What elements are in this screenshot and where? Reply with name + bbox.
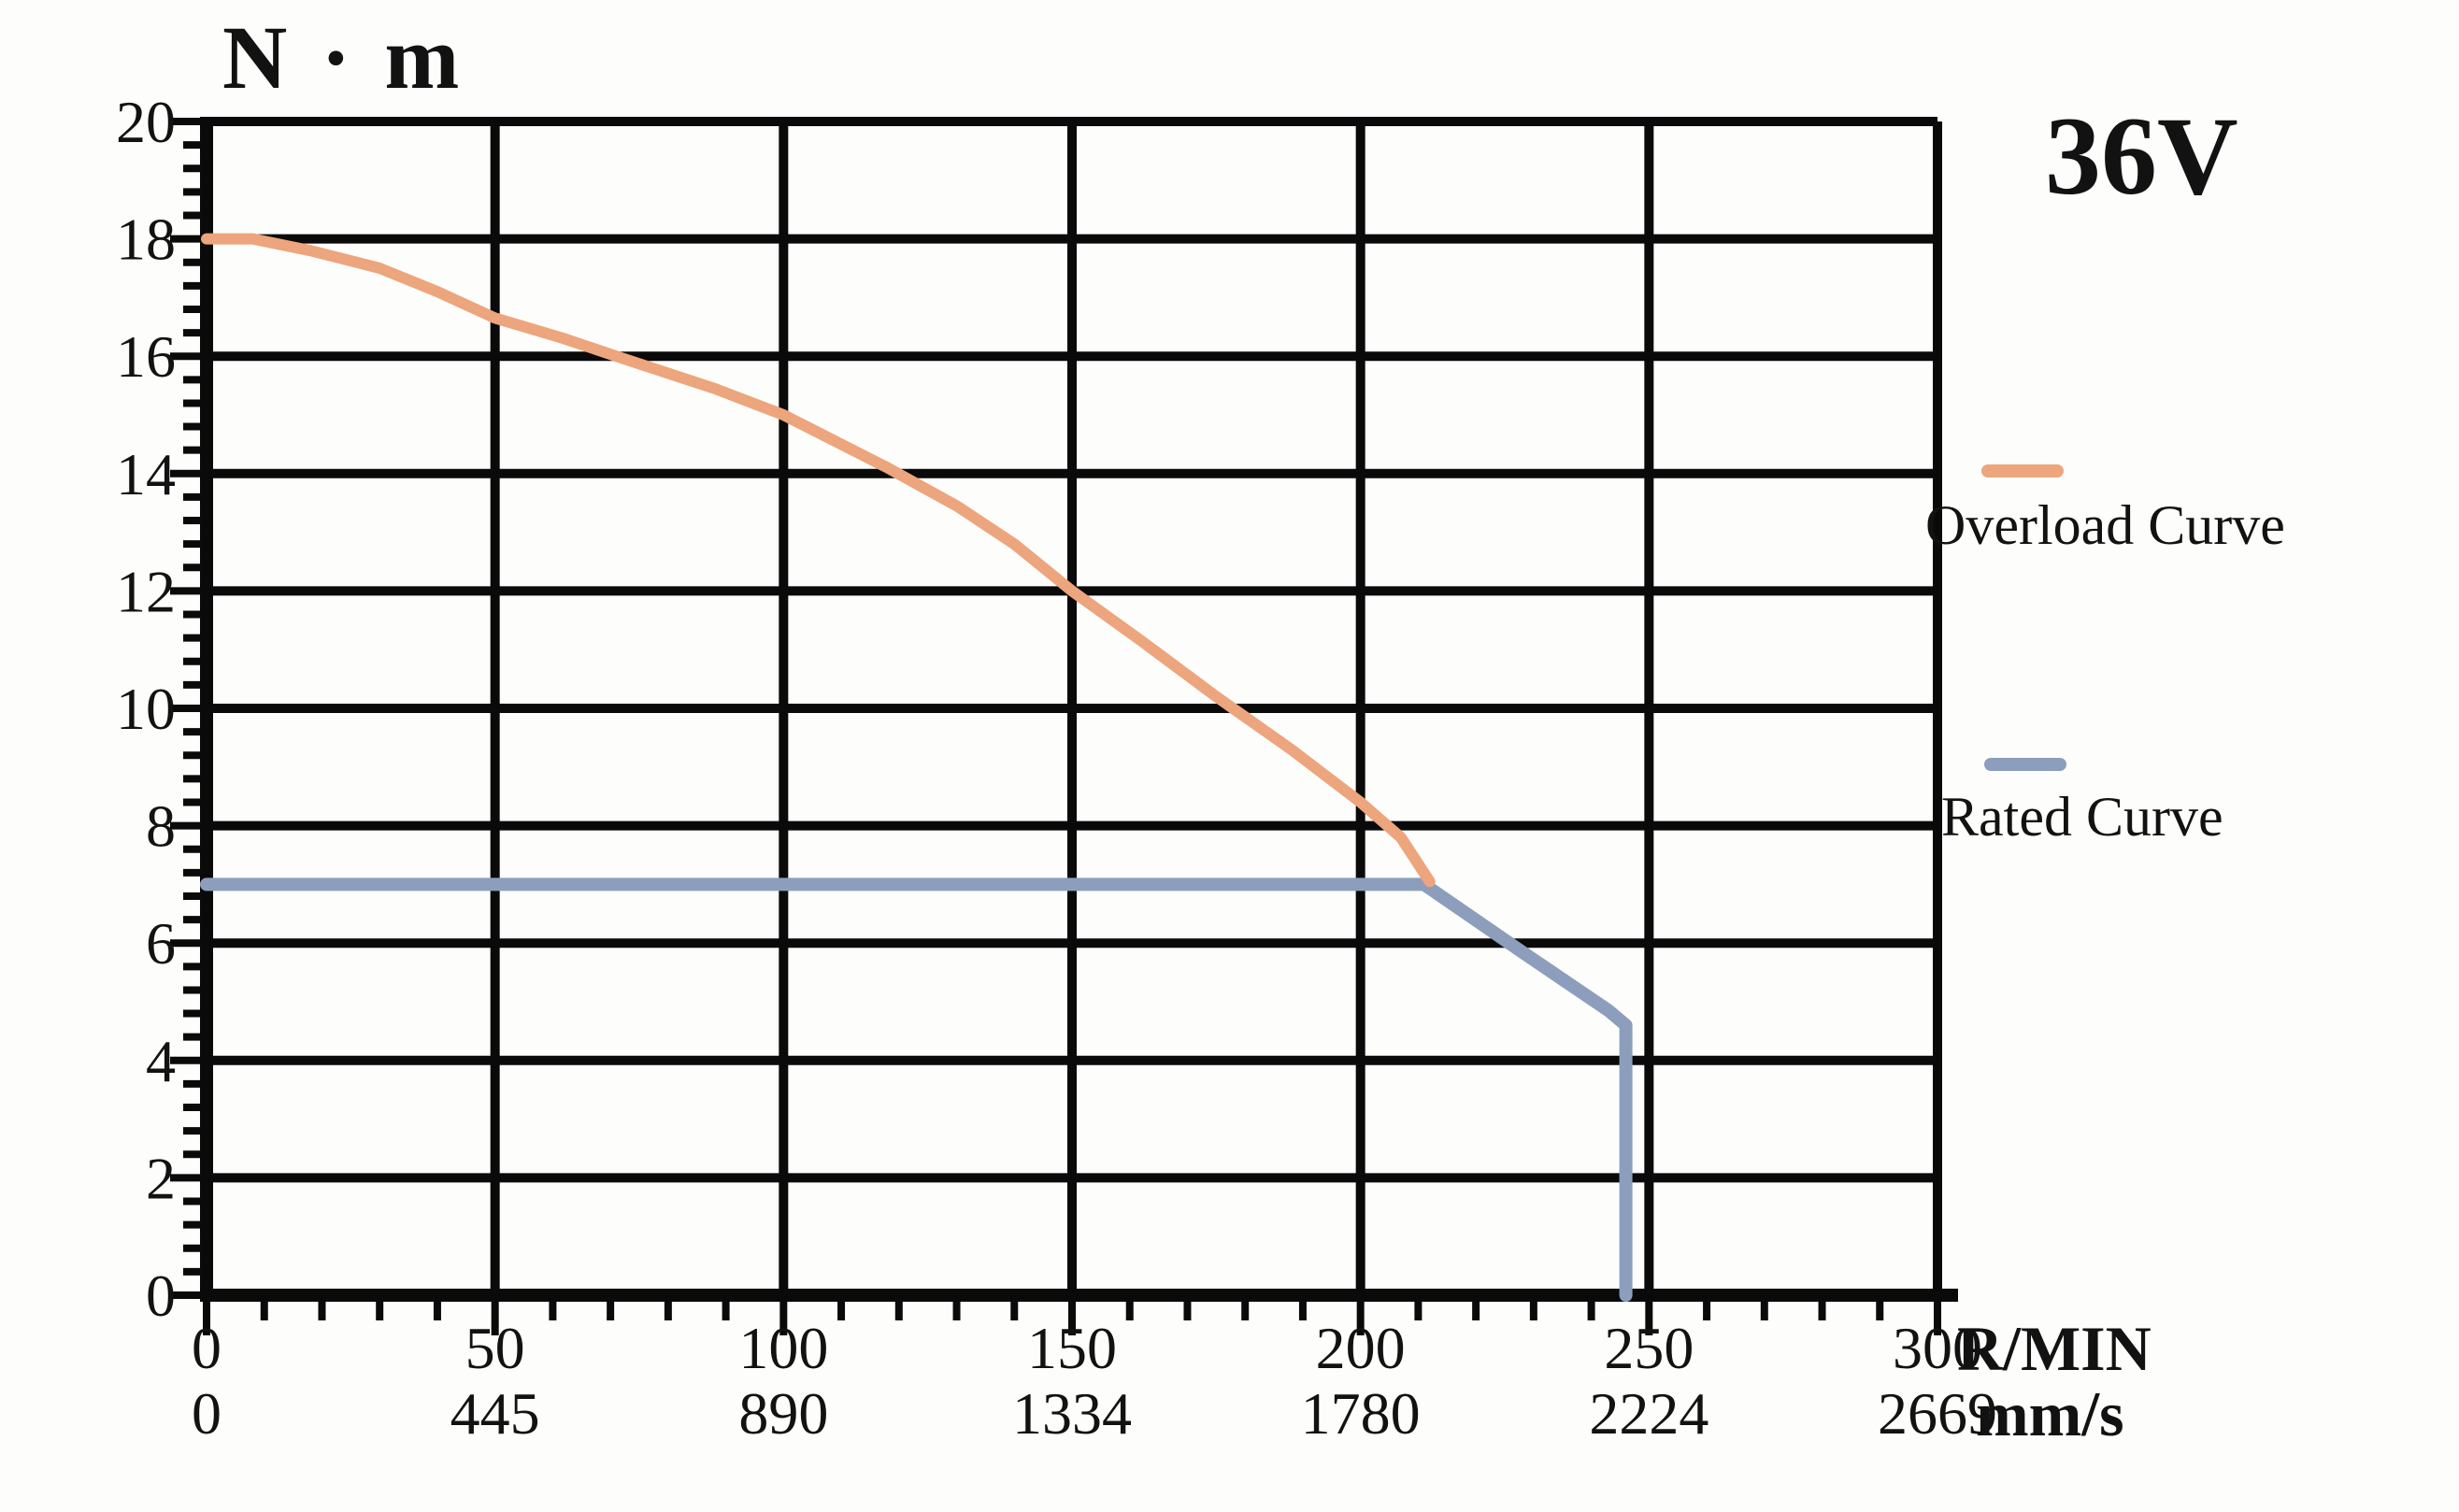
y-tick-label-6: 6 (146, 910, 176, 977)
y-tick-label-16: 16 (116, 323, 176, 390)
x-tick-label-mms-50: 445 (450, 1380, 540, 1447)
x-tick-label-mms-100: 890 (738, 1380, 828, 1447)
x-tick-label-mms-150: 1334 (1012, 1380, 1132, 1447)
x-tick-label-rmin-250: 250 (1604, 1315, 1694, 1381)
y-tick-label-20: 20 (116, 89, 176, 155)
x-tick-label-rmin-200: 200 (1316, 1315, 1406, 1381)
overload-curve-label: Overload Curve (1925, 494, 2285, 556)
y-tick-label-2: 2 (146, 1145, 176, 1211)
grid-lines (200, 117, 1958, 1302)
y-tick-label-14: 14 (116, 441, 176, 507)
overload-curve (201, 233, 1436, 888)
rated-curve-label: Rated Curve (1941, 786, 2223, 848)
y-axis-title: N · m (222, 7, 465, 107)
axis-ticks (170, 118, 1941, 1335)
tick-labels: 0050445100890150133420017802502224300266… (116, 89, 1997, 1447)
x-tick-label-rmin-150: 150 (1027, 1315, 1117, 1381)
x-tick-label-rmin-100: 100 (738, 1315, 828, 1381)
y-tick-label-0: 0 (146, 1262, 176, 1329)
x-tick-label-rmin-300: 300 (1893, 1315, 1982, 1381)
x-tick-label-mms-300: 2669 (1878, 1380, 1997, 1447)
y-tick-label-12: 12 (116, 558, 176, 624)
overload-curve-swatch (1981, 464, 2064, 478)
x-tick-label-rmin-50: 50 (465, 1315, 525, 1381)
rated-curve-swatch (1984, 758, 2066, 771)
rated-curve (200, 877, 1633, 1302)
y-tick-label-18: 18 (116, 207, 176, 273)
x-axis-unit-rmin: R/MIN (1957, 1313, 2152, 1384)
x-tick-label-mms-250: 2224 (1589, 1380, 1708, 1447)
x-tick-label-mms-0: 0 (192, 1380, 222, 1447)
y-tick-label-10: 10 (116, 676, 176, 742)
x-axis-unit-mms: mm/s (1976, 1378, 2124, 1449)
y-tick-label-8: 8 (146, 793, 176, 860)
curves (200, 233, 1633, 1302)
x-tick-label-mms-200: 1780 (1301, 1380, 1421, 1447)
y-tick-label-4: 4 (146, 1028, 176, 1094)
chart-title: 36V (2045, 93, 2238, 218)
x-tick-label-rmin-0: 0 (192, 1315, 222, 1381)
